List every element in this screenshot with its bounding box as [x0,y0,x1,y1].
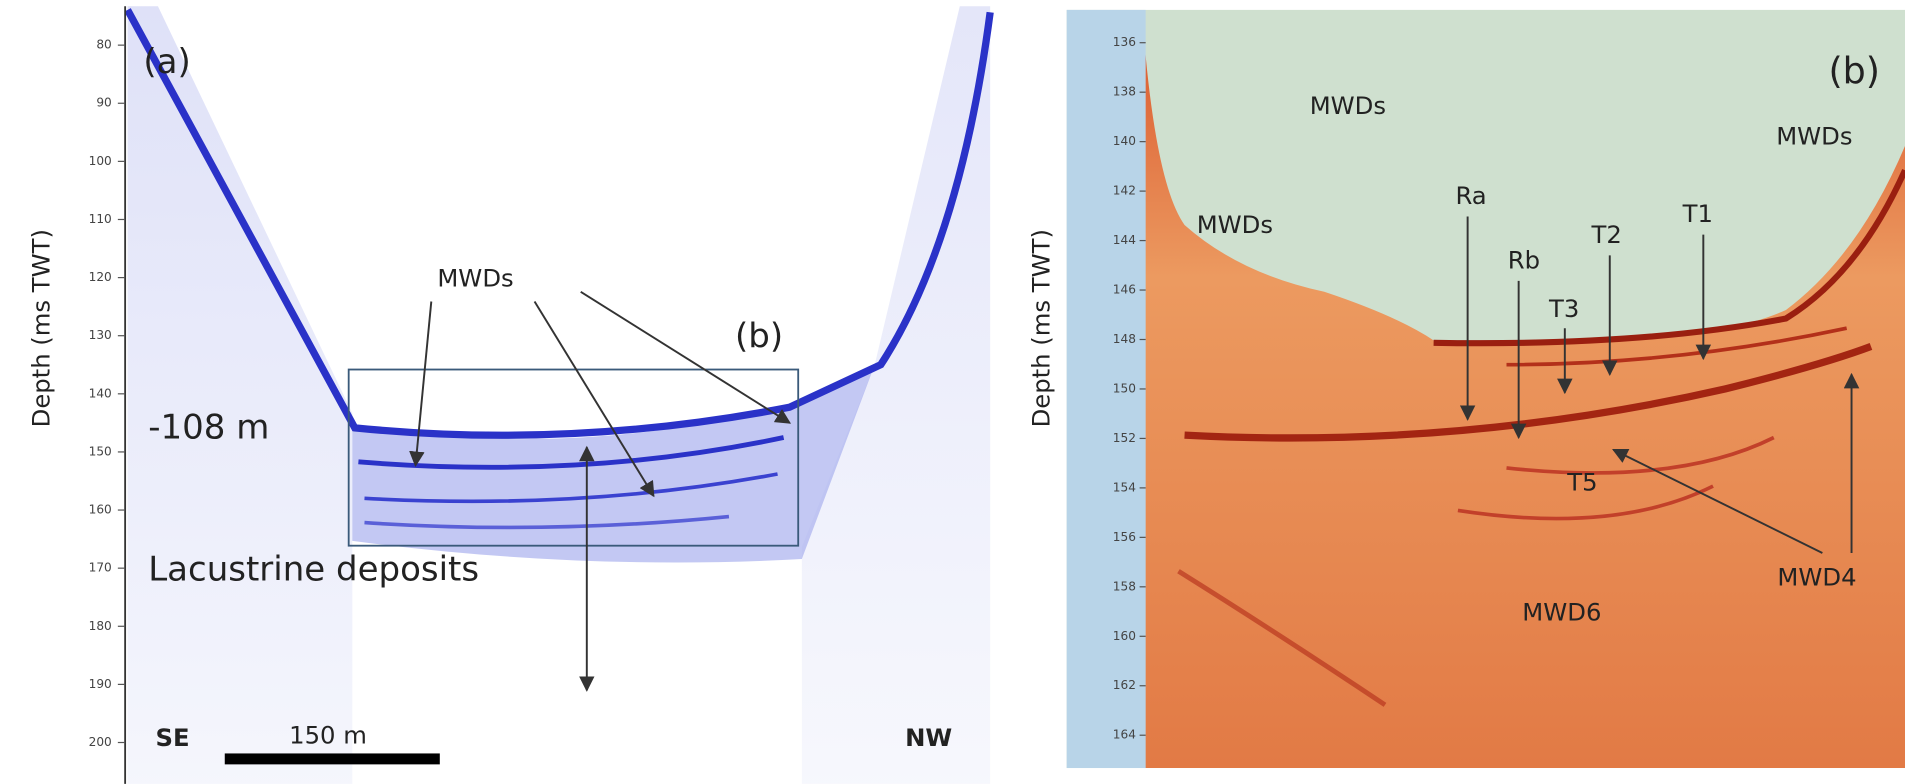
annotation: MWDs [437,264,513,293]
reflector [1184,343,1873,442]
annotation: NW [905,723,952,752]
annotation: MWD6 [1522,598,1601,627]
y-tick-label: 162 [1113,678,1136,692]
panel-a: Depth (ms TWT) (a) -108 m MWDs (b) Lacus… [27,6,994,784]
reflector [1506,326,1848,367]
y-tick-label: 144 [1113,233,1136,247]
arrow [409,301,433,468]
y-tick-label: 150 [1113,381,1136,395]
y-axis-label: Depth (ms TWT) [27,229,56,427]
annotation: Rb [1508,245,1540,274]
panel-label: (b) [1828,50,1880,93]
annotation: MWD4 [1777,562,1856,591]
arrow [1612,448,1823,554]
annotation: T1 [1682,199,1713,228]
y-tick-label: 120 [89,270,112,284]
reflector [1457,484,1714,521]
y-tick-label: 80 [96,38,111,52]
y-tick-label: 200 [89,735,112,749]
annotation: -108 m [148,408,269,448]
y-tick-label: 154 [1113,480,1136,494]
y-tick-label: 140 [1113,134,1136,148]
y-tick-label: 110 [89,212,112,226]
arrow [580,290,792,424]
axis-strip [1066,9,1146,769]
arrow [533,300,655,498]
seismic-background [801,6,991,784]
sediment [1142,12,1905,769]
y-tick-label: 158 [1113,579,1136,593]
y-tick-label: 164 [1113,728,1136,742]
y-tick-label: 148 [1113,332,1136,346]
y-tick-label: 156 [1113,530,1136,544]
reflector [1433,169,1905,347]
annotation: (b) [735,316,783,356]
reflector [364,472,778,504]
annotation: MWDs [1776,121,1852,150]
annotation: MWDs [1310,91,1386,120]
annotation: T5 [1566,468,1597,497]
y-tick-label: 160 [89,503,112,517]
reflector [364,514,730,530]
reflector [1177,569,1387,707]
y-axis-label: Depth (ms TWT) [1026,229,1055,427]
annotation: T2 [1591,220,1622,249]
scale-label: 150 m [289,720,367,749]
y-tick-label: 136 [1113,35,1136,49]
seafloor [124,8,994,439]
panel-label: (a) [143,42,190,82]
y-tick-label: 100 [89,154,112,168]
annotation: Ra [1455,181,1486,210]
annotation: T3 [1548,294,1579,323]
zoom-box [347,368,800,547]
annotation: MWDs [1197,210,1273,239]
y-tick-label: 142 [1113,184,1136,198]
y-tick-label: 160 [1113,629,1136,643]
scale-bar [224,753,440,765]
annotation: SE [156,723,190,752]
y-tick-label: 140 [89,386,112,400]
y-tick-label: 90 [96,96,111,110]
seismic-background [127,6,353,784]
y-tick-label: 190 [89,677,112,691]
y-tick-label: 180 [89,619,112,633]
y-tick-label: 130 [89,328,112,342]
y-tick-label: 150 [89,444,112,458]
y-tick-label: 152 [1113,431,1136,445]
annotation: Lacustrine deposits [148,550,479,590]
reflector [1506,435,1775,475]
y-tick-label: 170 [89,561,112,575]
y-tick-label: 146 [1113,283,1136,297]
y-tick-label: 138 [1113,85,1136,99]
panel-b: Depth (ms TWT) (b) MWDs MWDs MWDs Ra Rb … [1026,9,1905,769]
